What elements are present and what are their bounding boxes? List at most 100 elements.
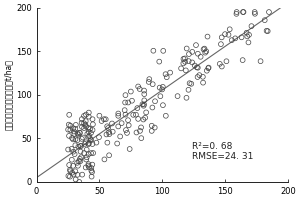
Point bbox=[262, 19, 267, 22]
Point bbox=[128, 90, 133, 93]
Point bbox=[68, 175, 72, 178]
Point bbox=[136, 117, 141, 120]
Point bbox=[149, 129, 154, 133]
Point bbox=[123, 94, 128, 97]
Point bbox=[77, 131, 82, 134]
Point bbox=[124, 131, 129, 135]
Point bbox=[86, 126, 91, 129]
Point bbox=[78, 160, 83, 163]
Point bbox=[69, 147, 74, 150]
Point bbox=[82, 114, 86, 118]
Point bbox=[82, 127, 86, 130]
Point bbox=[126, 101, 130, 104]
Point bbox=[195, 66, 200, 69]
Point bbox=[206, 66, 211, 69]
Point bbox=[150, 106, 155, 109]
Point bbox=[74, 123, 78, 126]
Point bbox=[88, 139, 93, 142]
Point bbox=[194, 44, 198, 47]
Point bbox=[86, 163, 91, 166]
Point bbox=[86, 143, 91, 146]
Point bbox=[249, 25, 254, 28]
Point bbox=[142, 99, 147, 102]
Point bbox=[136, 85, 141, 88]
Point bbox=[122, 109, 127, 112]
Point bbox=[104, 133, 109, 136]
Point bbox=[75, 138, 80, 142]
Point bbox=[183, 60, 188, 63]
Point bbox=[90, 128, 95, 132]
Point bbox=[86, 115, 91, 118]
Point bbox=[68, 170, 73, 173]
Point bbox=[160, 104, 165, 107]
Point bbox=[152, 126, 157, 129]
Point bbox=[91, 151, 96, 155]
Point bbox=[190, 61, 195, 64]
Point bbox=[241, 10, 245, 14]
Point bbox=[160, 85, 165, 88]
Point bbox=[75, 132, 80, 135]
Point bbox=[153, 100, 158, 103]
Point bbox=[88, 131, 93, 135]
Point bbox=[110, 122, 114, 125]
Point bbox=[190, 50, 195, 53]
Point bbox=[67, 163, 72, 167]
Point bbox=[194, 66, 199, 69]
Point bbox=[124, 128, 128, 132]
Point bbox=[86, 130, 91, 133]
Point bbox=[224, 60, 229, 63]
Point bbox=[88, 127, 92, 131]
Point bbox=[88, 137, 93, 141]
Point bbox=[73, 138, 78, 141]
Point bbox=[110, 130, 115, 133]
Point bbox=[252, 10, 257, 14]
Point bbox=[71, 127, 76, 130]
Point bbox=[140, 103, 145, 106]
Point bbox=[84, 113, 88, 116]
Point bbox=[267, 10, 272, 14]
Point bbox=[103, 118, 108, 121]
Point bbox=[144, 111, 148, 114]
Point bbox=[71, 173, 76, 176]
Point bbox=[265, 30, 270, 33]
Point bbox=[184, 96, 189, 99]
Point bbox=[89, 166, 94, 170]
Point bbox=[202, 47, 207, 50]
Point bbox=[79, 144, 84, 148]
Point bbox=[107, 132, 112, 136]
Point bbox=[131, 113, 136, 116]
Text: R²=0. 68
RMSE=24. 31: R²=0. 68 RMSE=24. 31 bbox=[192, 142, 254, 161]
Point bbox=[84, 125, 88, 128]
Point bbox=[84, 156, 89, 159]
Point bbox=[192, 64, 197, 67]
Point bbox=[264, 29, 269, 32]
Point bbox=[73, 144, 78, 147]
Point bbox=[106, 126, 110, 130]
Point bbox=[84, 158, 88, 161]
Point bbox=[72, 153, 77, 156]
Point bbox=[187, 52, 191, 56]
Point bbox=[184, 47, 189, 50]
Point bbox=[204, 69, 209, 72]
Point bbox=[105, 125, 110, 128]
Point bbox=[218, 43, 223, 46]
Point bbox=[80, 117, 84, 121]
Point bbox=[163, 73, 168, 76]
Point bbox=[75, 173, 80, 176]
Point bbox=[200, 75, 205, 78]
Point bbox=[83, 120, 88, 123]
Point bbox=[115, 142, 120, 145]
Point bbox=[253, 12, 257, 15]
Point bbox=[116, 114, 121, 117]
Point bbox=[83, 166, 88, 169]
Point bbox=[175, 95, 180, 98]
Point bbox=[146, 80, 151, 84]
Point bbox=[186, 60, 191, 63]
Point bbox=[105, 141, 110, 144]
Point bbox=[79, 156, 84, 159]
Point bbox=[239, 36, 244, 39]
Point bbox=[94, 141, 99, 144]
Point bbox=[161, 49, 166, 52]
Point bbox=[67, 113, 72, 116]
Point bbox=[168, 71, 172, 74]
